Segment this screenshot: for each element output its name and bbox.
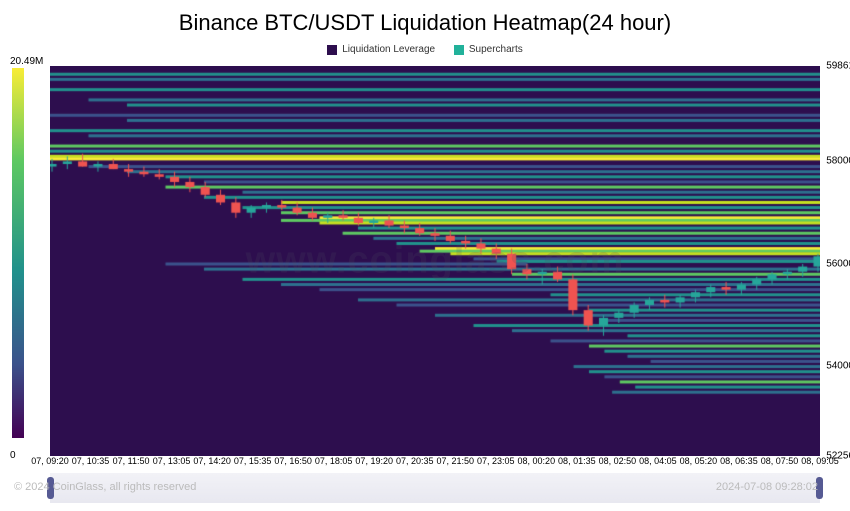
x-tick-label: 08, 04:05 xyxy=(639,456,677,466)
legend-label: Supercharts xyxy=(469,44,523,55)
legend-swatch xyxy=(327,45,337,55)
x-tick-label: 07, 10:35 xyxy=(72,456,110,466)
x-tick-label: 07, 14:20 xyxy=(193,456,231,466)
colorbar-gradient xyxy=(12,68,24,438)
colorbar-min-label: 0 xyxy=(10,450,16,461)
x-tick-label: 07, 19:20 xyxy=(355,456,393,466)
x-axis: 07, 09:2007, 10:3507, 11:5007, 13:0507, … xyxy=(50,456,820,470)
x-tick-label: 08, 06:35 xyxy=(720,456,758,466)
x-tick-label: 08, 05:20 xyxy=(680,456,718,466)
x-tick-label: 08, 02:50 xyxy=(599,456,637,466)
x-tick-label: 08, 07:50 xyxy=(761,456,799,466)
colorbar-max-label: 20.49M xyxy=(10,56,43,67)
y-tick-label: 56000 xyxy=(826,258,850,269)
x-tick-label: 08, 09:05 xyxy=(801,456,839,466)
y-tick-label: 59861 xyxy=(826,60,850,71)
x-tick-label: 07, 18:05 xyxy=(315,456,353,466)
x-tick-label: 07, 11:50 xyxy=(113,456,150,466)
x-tick-label: 07, 16:50 xyxy=(274,456,312,466)
heatmap-canvas[interactable] xyxy=(50,66,820,456)
y-tick-label: 58000 xyxy=(826,155,850,166)
x-tick-label: 07, 13:05 xyxy=(153,456,191,466)
x-tick-label: 07, 15:35 xyxy=(234,456,272,466)
footer-copyright: © 2024 CoinGlass, all rights reserved xyxy=(14,481,196,493)
x-tick-label: 08, 01:35 xyxy=(558,456,596,466)
colorbar: 20.49M 0 xyxy=(12,68,24,458)
x-tick-label: 07, 20:35 xyxy=(396,456,434,466)
legend-item: Liquidation Leverage xyxy=(327,44,435,55)
x-tick-label: 07, 09:20 xyxy=(31,456,69,466)
legend-label: Liquidation Leverage xyxy=(342,44,435,55)
x-tick-label: 07, 21:50 xyxy=(436,456,474,466)
x-tick-label: 07, 23:05 xyxy=(477,456,515,466)
y-tick-label: 54000 xyxy=(826,361,850,372)
legend-swatch xyxy=(454,45,464,55)
footer-timestamp: 2024-07-08 09:28:02 xyxy=(716,481,818,493)
legend: Liquidation Leverage Supercharts xyxy=(0,44,850,58)
chart-area[interactable]: www.coinglass.com 5986158000560005400052… xyxy=(50,66,820,456)
chart-title: Binance BTC/USDT Liquidation Heatmap(24 … xyxy=(0,0,850,36)
x-tick-label: 08, 00:20 xyxy=(518,456,556,466)
legend-item: Supercharts xyxy=(454,44,523,55)
